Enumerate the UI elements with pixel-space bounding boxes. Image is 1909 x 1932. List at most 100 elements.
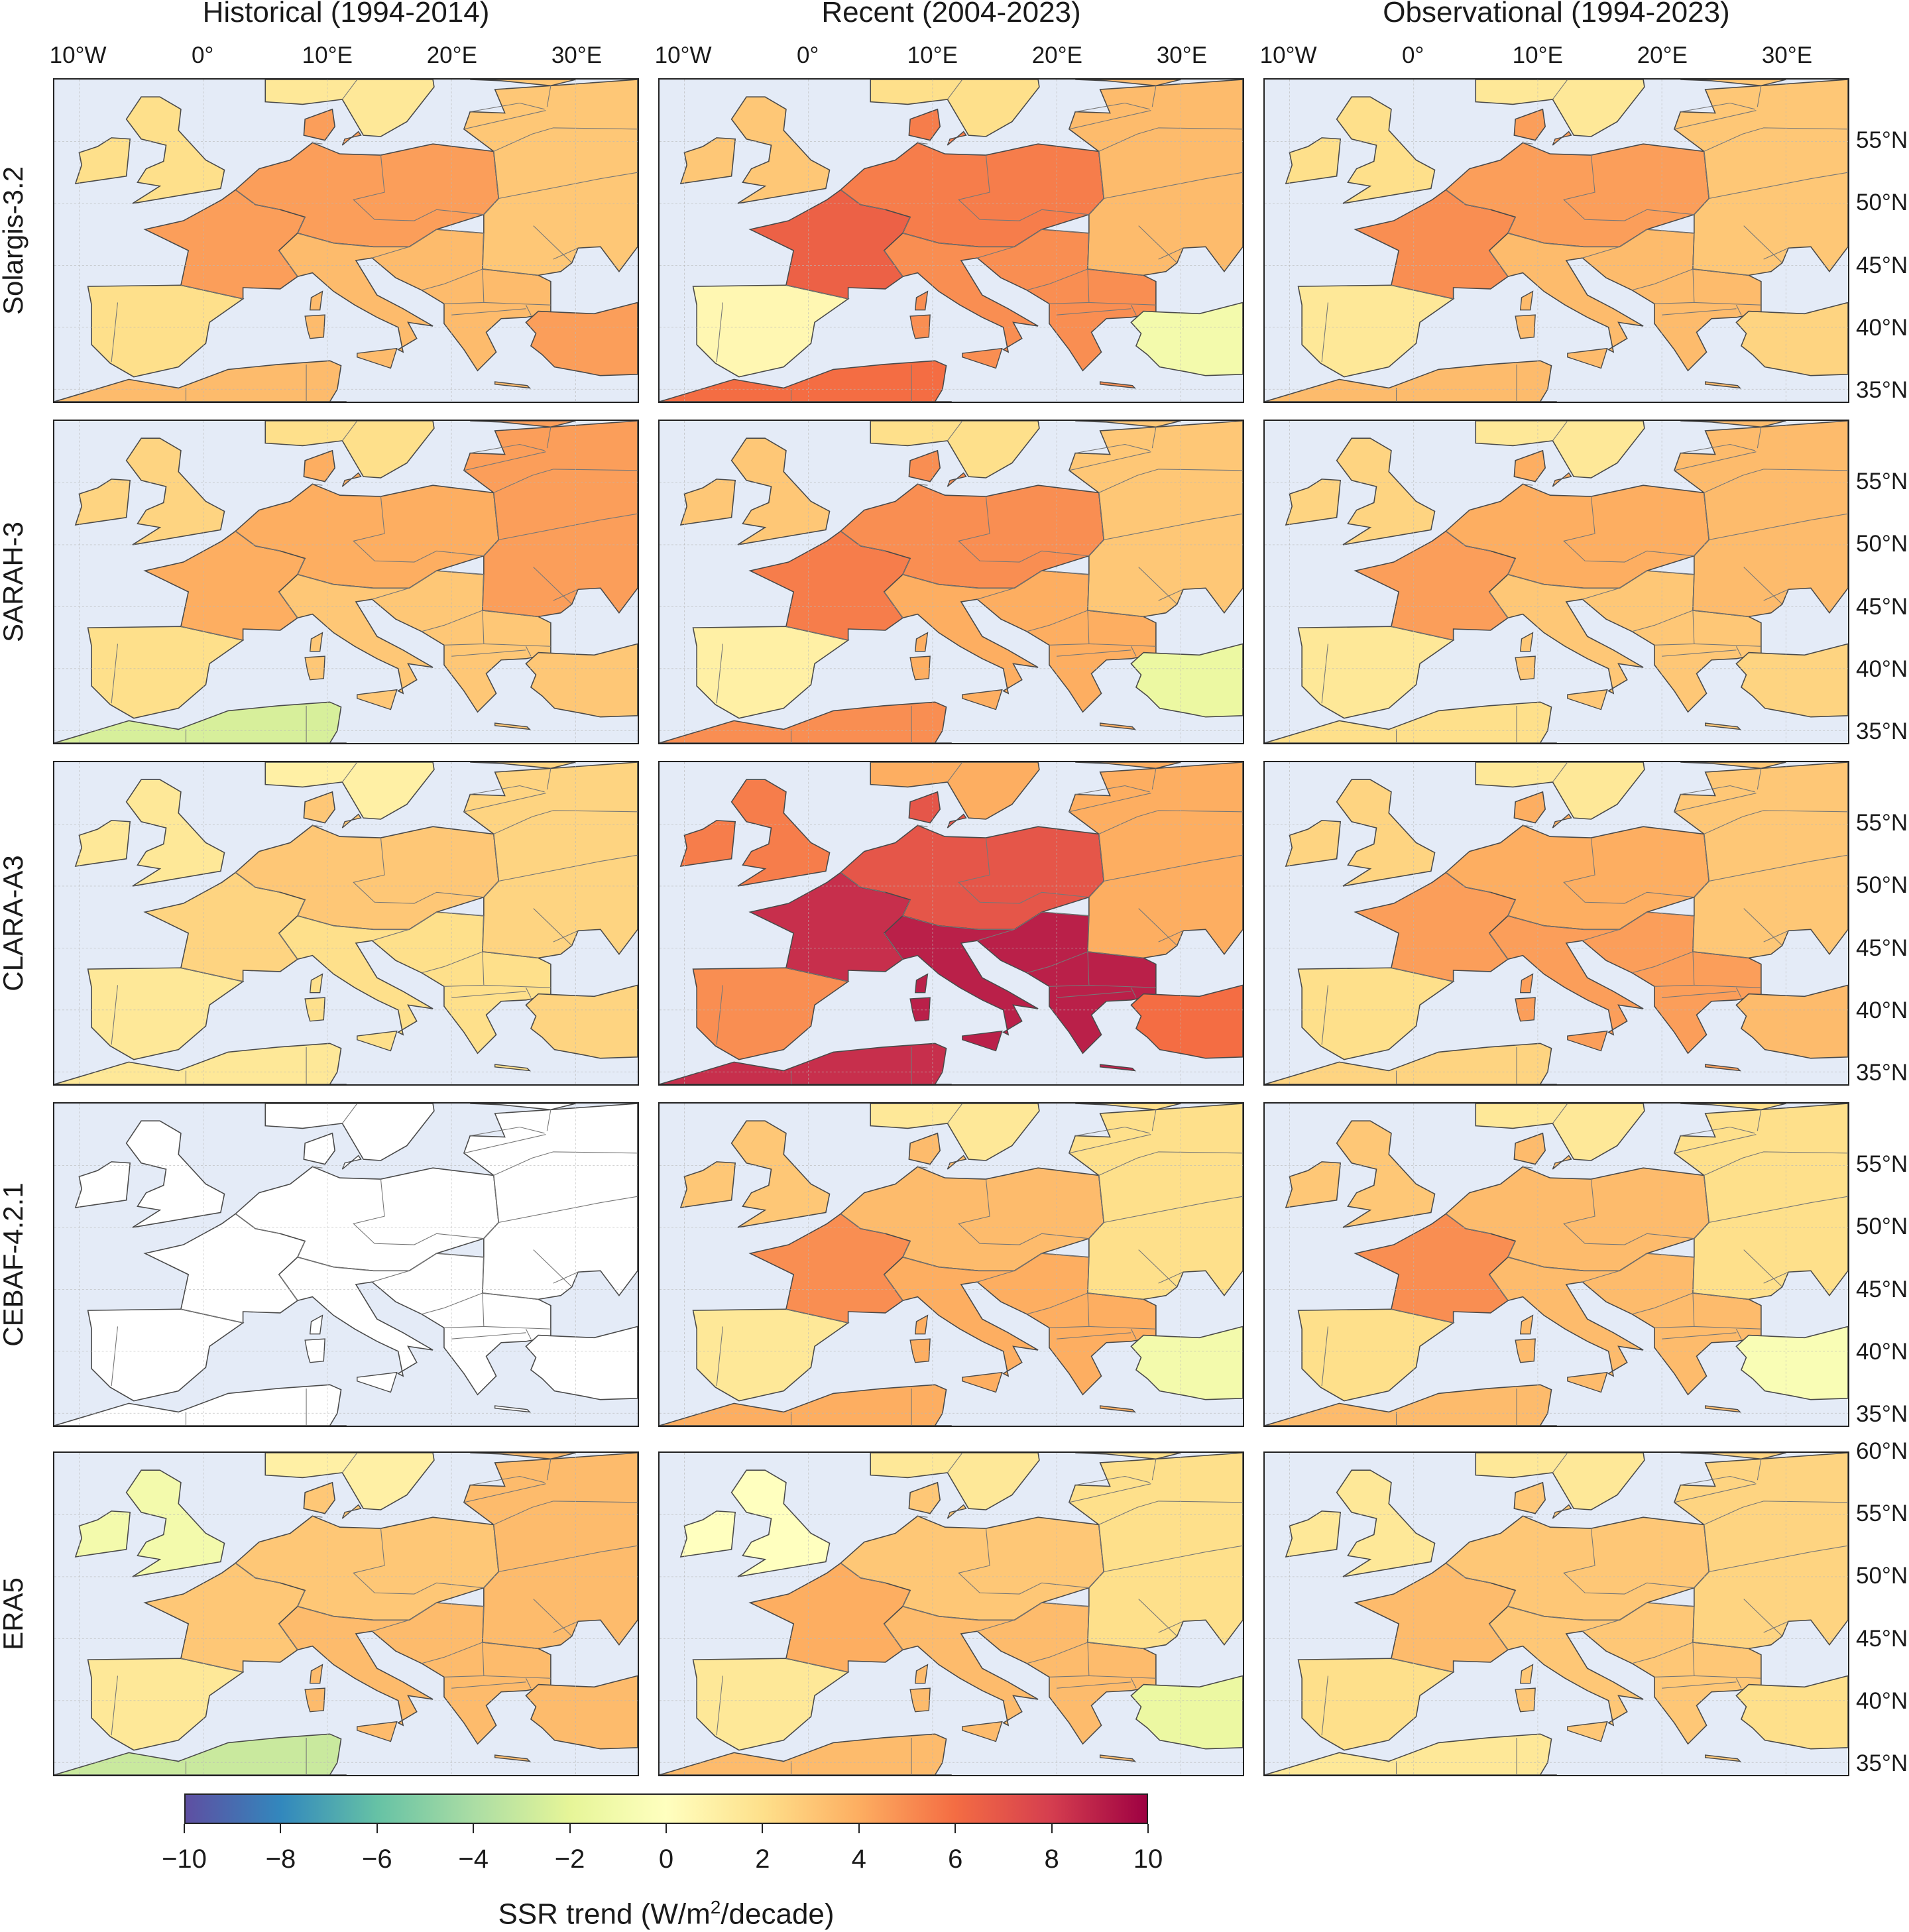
country-border xyxy=(553,247,579,260)
country-border xyxy=(463,1134,546,1154)
country-border xyxy=(902,1241,1089,1271)
country-border xyxy=(482,233,485,269)
country-border xyxy=(1692,610,1749,617)
country-border xyxy=(1523,1515,1533,1518)
column-title-observational: Observational (1994-2023) xyxy=(1383,0,1730,28)
island xyxy=(1567,1371,1608,1393)
country-border xyxy=(884,1623,903,1650)
region-denmark xyxy=(908,791,941,824)
island xyxy=(962,1371,1003,1393)
country-border xyxy=(1391,1658,1454,1673)
country-border xyxy=(1523,824,1533,827)
country-border xyxy=(1763,930,1789,942)
colorbar-tick-label: −8 xyxy=(265,1845,296,1874)
region-denmark xyxy=(303,791,336,824)
region-finland xyxy=(1680,421,1786,428)
country-border xyxy=(372,1619,410,1632)
region-north-africa xyxy=(54,1384,347,1426)
country-border xyxy=(1158,589,1184,601)
island xyxy=(947,813,967,828)
country-border xyxy=(235,1562,280,1583)
country-border xyxy=(546,1459,551,1481)
country-border xyxy=(451,1681,526,1689)
country-border xyxy=(1563,496,1694,563)
lon-tick-label: 20°E xyxy=(1637,42,1688,68)
island xyxy=(494,381,532,389)
country-border xyxy=(1680,1126,1755,1137)
country-border xyxy=(947,762,963,783)
lat-tick-label: 35°N xyxy=(1856,718,1908,745)
region-british-isles xyxy=(730,96,831,204)
lat-tick-label: 50°N xyxy=(1856,872,1908,899)
island xyxy=(341,472,362,487)
country-border xyxy=(372,929,410,941)
country-border xyxy=(1692,1257,1695,1293)
country-border xyxy=(470,785,545,795)
country-border xyxy=(422,610,483,632)
country-border xyxy=(297,1590,484,1620)
colorbar-tick-mark xyxy=(1051,1824,1053,1833)
country-border xyxy=(1763,247,1789,260)
region-british-isles xyxy=(1336,779,1436,887)
lat-tick-label: 40°N xyxy=(1856,1687,1908,1714)
region-british-isles xyxy=(1336,1469,1436,1577)
region-british-isles xyxy=(1336,1120,1436,1228)
country-border xyxy=(716,1676,724,1736)
country-border xyxy=(1523,142,1533,144)
country-border xyxy=(840,1213,886,1234)
country-border xyxy=(884,250,903,277)
country-border xyxy=(493,1151,638,1176)
country-border xyxy=(902,1590,1089,1620)
country-border xyxy=(1743,908,1783,946)
map-svg xyxy=(54,421,638,743)
country-border xyxy=(1138,225,1178,264)
country-border xyxy=(1489,1274,1509,1301)
country-border xyxy=(482,915,485,952)
region-finland xyxy=(1075,1453,1181,1460)
country-border xyxy=(1582,1270,1620,1282)
colorbar-tick-mark xyxy=(858,1824,860,1833)
country-border xyxy=(1104,513,1243,540)
country-border xyxy=(353,838,484,904)
country-border xyxy=(546,427,551,449)
country-border xyxy=(1680,1475,1755,1486)
region-finland xyxy=(470,421,576,428)
map-svg xyxy=(54,762,638,1084)
country-border xyxy=(1087,1606,1090,1642)
country-border xyxy=(1692,1606,1695,1642)
country-border xyxy=(353,155,484,221)
lon-tick-label: 0° xyxy=(1401,42,1424,68)
country-border xyxy=(1088,1326,1156,1330)
country-border xyxy=(1069,793,1151,813)
country-border xyxy=(1735,1328,1742,1339)
country-border xyxy=(1563,1528,1694,1595)
region-turkey xyxy=(1130,984,1243,1059)
island xyxy=(914,1314,929,1335)
lat-tick-label: 55°N xyxy=(1856,1501,1908,1527)
country-border xyxy=(1151,427,1157,449)
country-border xyxy=(498,513,638,540)
country-border xyxy=(1680,785,1755,795)
country-border xyxy=(1692,1642,1749,1649)
country-border xyxy=(1692,233,1695,269)
colorbar-tick-mark xyxy=(280,1824,282,1833)
region-denmark xyxy=(1513,1481,1546,1514)
lon-tick-label: 20°E xyxy=(426,42,477,68)
country-border xyxy=(525,987,532,998)
country-border xyxy=(917,824,928,827)
country-border xyxy=(958,1179,1089,1245)
island xyxy=(1567,1030,1608,1052)
island xyxy=(947,131,967,146)
region-turkey xyxy=(1130,1675,1243,1750)
country-border xyxy=(1582,587,1620,600)
country-border xyxy=(533,225,573,264)
region-north-africa xyxy=(1265,701,1557,743)
country-border xyxy=(1130,304,1137,315)
island xyxy=(357,1371,398,1393)
country-border xyxy=(422,268,483,291)
country-border xyxy=(1138,567,1178,605)
country-border xyxy=(533,908,573,946)
country-border xyxy=(297,217,484,247)
country-border xyxy=(1391,626,1454,641)
island xyxy=(909,1687,931,1713)
